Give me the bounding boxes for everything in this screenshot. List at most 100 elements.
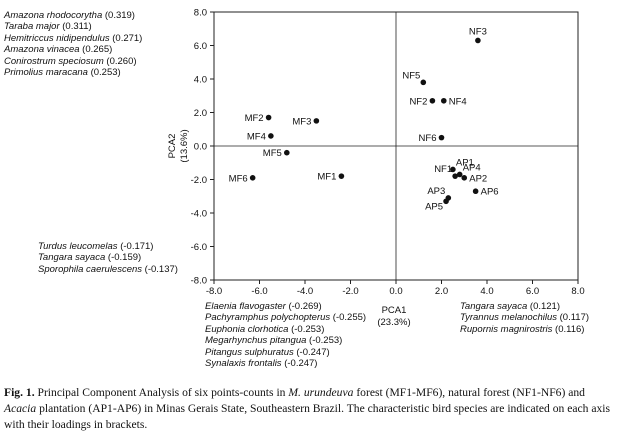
point-mf6 [249, 175, 256, 181]
point-nf5 [420, 79, 427, 86]
species-loading: (-0.269) [285, 301, 322, 312]
species-item: Hemitriccus nidipendulus (0.271) [4, 33, 142, 44]
point-label-nf1: NF1 [434, 164, 452, 175]
point-nf2 [429, 97, 436, 104]
caption-text-3: plantation (AP1-AP6) in Minas Gerais Sta… [4, 401, 611, 431]
species-loading: (0.271) [109, 32, 143, 44]
x-tick-label: 2.0 [435, 286, 448, 297]
species-item: Synalaxis frontalis (-0.247) [205, 358, 366, 369]
point-label-nf3: NF3 [469, 26, 487, 37]
species-name: Tangara sayaca [38, 252, 106, 264]
species-item: Euphonia clorhotica (-0.253) [205, 324, 366, 335]
y-tick-label: -4.0 [191, 209, 207, 220]
species-item: Tyrannus melanochilus (0.117) [460, 312, 589, 323]
y-axis-title: PCA2 [167, 134, 178, 159]
x-axis-variance: (23.3%) [377, 316, 411, 328]
x-tick-label: -8.0 [206, 286, 222, 297]
species-item: Amazona vinacea (0.265) [4, 44, 142, 55]
point-label-nf2: NF2 [409, 96, 427, 107]
species-item: Tangara sayaca (0.121) [460, 301, 589, 312]
point-mf3 [313, 118, 320, 124]
point-nf4 [440, 97, 447, 104]
x-axis-label: PCA1 (23.3%) [360, 305, 428, 328]
species-loading: (0.260) [103, 55, 137, 67]
point-label-ap2: AP2 [469, 173, 487, 184]
pca-scatter-plot: -8.0 -6.0 -4.0 -2.0 0.0 2.0 4.0 6.0 8.0 8.0 6.0 4.0… [167, 8, 585, 298]
point-ap5 [443, 198, 449, 205]
x-tick-label: -2.0 [342, 286, 358, 297]
species-loading: (0.265) [79, 44, 113, 56]
species-name: Amazona vinacea [4, 44, 80, 56]
caption-italic-1: M. urundeuva [288, 386, 354, 399]
point-ap4 [456, 171, 463, 178]
species-loading: (-0.171) [117, 241, 154, 252]
point-label-ap5: AP5 [425, 201, 443, 212]
x-tick-label: -4.0 [297, 286, 313, 297]
species-loading: (0.311) [59, 21, 92, 33]
caption-italic-2: Acacia [4, 401, 37, 415]
species-loading: (-0.253) [288, 323, 325, 335]
point-mf5 [284, 149, 290, 156]
species-name: Hemitriccus nidipendulus [4, 32, 110, 44]
species-item: Turdus leucomelas (-0.171) [38, 241, 178, 252]
point-mf1 [338, 173, 345, 179]
species-list-upper-left: Amazona rhodocorytha (0.319) Taraba major… [4, 10, 142, 78]
species-name: Sporophila caerulescens [38, 263, 143, 275]
y-tick-label: 8.0 [194, 8, 207, 19]
x-tick-label: -6.0 [251, 286, 267, 297]
species-loading: (-0.247) [293, 346, 330, 358]
point-label-nf6: NF6 [419, 133, 437, 144]
species-name: Tangara sayaca [460, 301, 528, 312]
species-loading: (-0.137) [142, 263, 178, 275]
x-tick-label: 0.0 [389, 286, 402, 297]
y-axis-variance: (13.6%) [179, 129, 190, 162]
species-name: Pitangus sulphuratus [205, 346, 294, 358]
figure-caption: Fig. 1. Principal Component Analysis of … [4, 385, 616, 432]
species-item: Pachyramphus polychopterus (-0.255) [205, 312, 366, 323]
y-tick-label: 4.0 [194, 75, 207, 86]
point-label-nf4: NF4 [449, 96, 467, 107]
point-ap1 [450, 166, 456, 173]
point-label-ap1: AP1 [456, 157, 474, 168]
plot-layer: -8.0 -6.0 -4.0 -2.0 0.0 2.0 4.0 6.0 8.0 8.0 6.0 4.0… [167, 8, 585, 298]
species-name: Primolius maracana [4, 67, 88, 79]
point-mf2 [265, 114, 272, 121]
species-list-lower-left: Turdus leucomelas (-0.171) Tangara sayaca… [38, 241, 178, 275]
species-name: Pachyramphus polychopterus [205, 312, 331, 324]
point-label-mf6: MF6 [229, 173, 248, 184]
species-item: Conirostrum speciosum (0.260) [4, 56, 142, 67]
point-ap2 [461, 175, 468, 181]
species-loading: (0.121) [527, 301, 561, 312]
point-nf3 [475, 37, 481, 44]
caption-text-2: forest (MF1-MF6), natural forest (NF1-NF… [353, 386, 585, 399]
species-loading: (-0.253) [306, 335, 343, 347]
point-nf1 [452, 173, 458, 179]
species-name: Taraba major [4, 21, 60, 33]
y-tick-label: -8.0 [191, 276, 207, 287]
species-item: Taraba major (0.311) [4, 21, 142, 32]
caption-label: Fig. 1. [4, 386, 35, 399]
x-tick-label: 8.0 [571, 286, 584, 297]
species-list-bottom-right: Tangara sayaca (0.121) Tyrannus melanochi… [460, 301, 589, 335]
y-tick-label: 0.0 [194, 142, 207, 153]
point-label-mf3: MF3 [292, 116, 311, 127]
species-item: Rupornis magnirostris (0.116) [460, 324, 589, 335]
species-item: Elaenia flavogaster (-0.269) [205, 301, 366, 312]
point-label-mf4: MF4 [247, 131, 266, 142]
point-mf4 [268, 133, 274, 139]
x-tick-label: 6.0 [526, 286, 539, 297]
point-label-ap3: AP3 [427, 186, 445, 197]
y-tick-label: 2.0 [194, 108, 207, 119]
point-label-mf5: MF5 [263, 148, 282, 159]
x-tick-label: 4.0 [480, 286, 493, 297]
species-name: Turdus leucomelas [38, 241, 118, 252]
point-nf6 [438, 134, 445, 141]
y-tick-label: -6.0 [191, 242, 207, 253]
y-tick-label: -2.0 [191, 175, 207, 186]
species-name: Megarhynchus pitangua [205, 335, 307, 347]
point-label-ap6: AP6 [481, 187, 499, 198]
point-label-mf2: MF2 [245, 113, 264, 124]
species-loading: (-0.255) [330, 312, 367, 324]
species-item: Tangara sayaca (-0.159) [38, 252, 178, 263]
species-loading: (-0.247) [281, 358, 318, 370]
